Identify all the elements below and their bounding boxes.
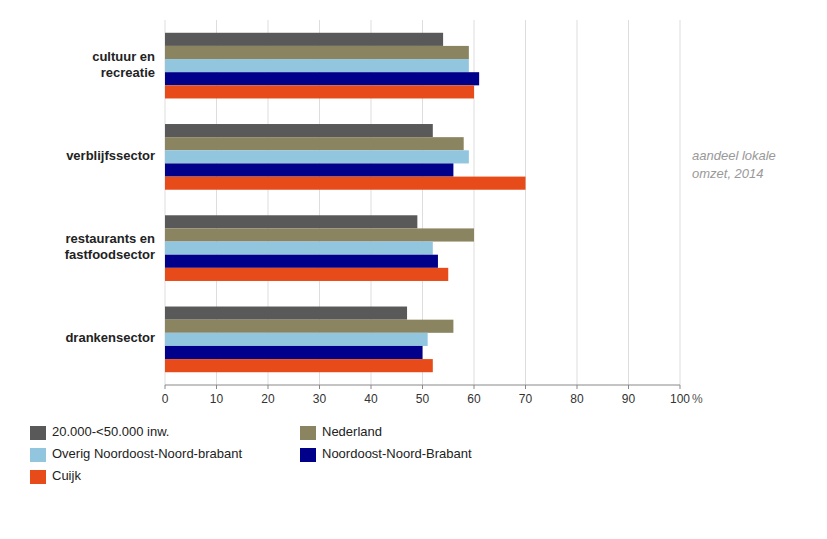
tick-label: 10 <box>210 392 224 406</box>
tick-label: 50 <box>416 392 430 406</box>
tick-mark <box>474 385 475 389</box>
bar <box>165 150 469 163</box>
annotation: aandeel lokaleomzet, 2014 <box>692 148 776 181</box>
grid-line <box>577 20 578 385</box>
x-axis: 0 10 20 30 40 50 60 70 80 90 100 <box>162 385 691 406</box>
bar <box>165 163 453 176</box>
tick-mark <box>319 385 320 389</box>
bar <box>165 307 407 320</box>
tick-mark <box>371 385 372 389</box>
tick-label: 40 <box>364 392 378 406</box>
legend-swatch <box>300 426 316 440</box>
bar <box>165 33 443 46</box>
legend-swatch <box>300 448 316 462</box>
legend-label: 20.000-<50.000 inw. <box>52 424 169 439</box>
bar <box>165 320 453 333</box>
tick-mark <box>216 385 217 389</box>
legend-swatch <box>30 448 46 462</box>
grid-line <box>525 20 526 385</box>
legend-label: Overig Noordoost-Noord-brabant <box>52 446 242 461</box>
tick-mark <box>628 385 629 389</box>
bar <box>165 124 433 137</box>
legend-label: Cuijk <box>52 468 81 483</box>
chart-container: 0 10 20 30 40 50 60 70 80 90 100% cultuur enrecreat… <box>0 0 827 539</box>
bar <box>165 333 428 346</box>
bar <box>165 346 423 359</box>
tick-mark <box>577 385 578 389</box>
bar <box>165 85 474 98</box>
y-axis: cultuur enrecreatie verblijfssector restau… <box>65 49 155 346</box>
bar <box>165 268 448 281</box>
legend-label: Noordoost-Noord-Brabant <box>322 446 472 461</box>
tick-label: 20 <box>261 392 275 406</box>
bar <box>165 215 417 228</box>
category-label: drankensector <box>65 331 155 346</box>
bar <box>165 359 433 372</box>
bar <box>165 137 464 150</box>
x-axis-line <box>165 385 680 386</box>
tick-label: 90 <box>622 392 636 406</box>
tick-label: 30 <box>313 392 327 406</box>
chart-svg: 0 10 20 30 40 50 60 70 80 90 100% cultuur enrecreat… <box>0 0 827 539</box>
grid-line <box>628 20 629 385</box>
tick-mark <box>680 385 681 389</box>
x-grid <box>165 20 680 385</box>
category-label: restaurants enfastfoodsector <box>65 232 155 263</box>
x-axis-label: % <box>692 392 703 406</box>
tick-label: 0 <box>162 392 169 406</box>
legend: 20.000-<50.000 inw. Nederland Overig Noord… <box>30 424 472 484</box>
bar <box>165 177 526 190</box>
bar <box>165 228 474 241</box>
bar <box>165 46 469 59</box>
legend-label: Nederland <box>322 424 382 439</box>
legend-swatch <box>30 470 46 484</box>
bars <box>165 33 526 372</box>
grid-line <box>680 20 681 385</box>
category-label: verblijfssector <box>66 148 155 163</box>
category-label: cultuur enrecreatie <box>92 49 155 80</box>
tick-label: 80 <box>570 392 584 406</box>
bar <box>165 72 479 85</box>
tick-mark <box>422 385 423 389</box>
bar <box>165 255 438 268</box>
tick-label: 60 <box>467 392 481 406</box>
bar <box>165 242 433 255</box>
tick-mark <box>165 385 166 389</box>
tick-mark <box>525 385 526 389</box>
tick-mark <box>268 385 269 389</box>
tick-label: 70 <box>519 392 533 406</box>
bar <box>165 59 469 72</box>
legend-swatch <box>30 426 46 440</box>
tick-label: 100 <box>670 392 690 406</box>
